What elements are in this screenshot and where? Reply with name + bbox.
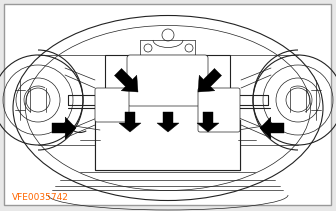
FancyBboxPatch shape <box>4 4 331 205</box>
FancyBboxPatch shape <box>95 120 240 170</box>
Polygon shape <box>52 117 76 139</box>
Polygon shape <box>260 117 284 139</box>
FancyBboxPatch shape <box>95 88 129 122</box>
FancyBboxPatch shape <box>198 88 240 132</box>
Circle shape <box>144 69 152 77</box>
Circle shape <box>184 69 192 77</box>
Circle shape <box>164 69 172 77</box>
FancyBboxPatch shape <box>127 55 208 106</box>
Polygon shape <box>197 112 219 132</box>
Polygon shape <box>157 112 179 132</box>
Polygon shape <box>115 68 138 92</box>
Polygon shape <box>198 68 221 92</box>
Polygon shape <box>95 55 240 170</box>
Polygon shape <box>119 112 141 132</box>
Text: VFE0035742: VFE0035742 <box>12 193 69 202</box>
